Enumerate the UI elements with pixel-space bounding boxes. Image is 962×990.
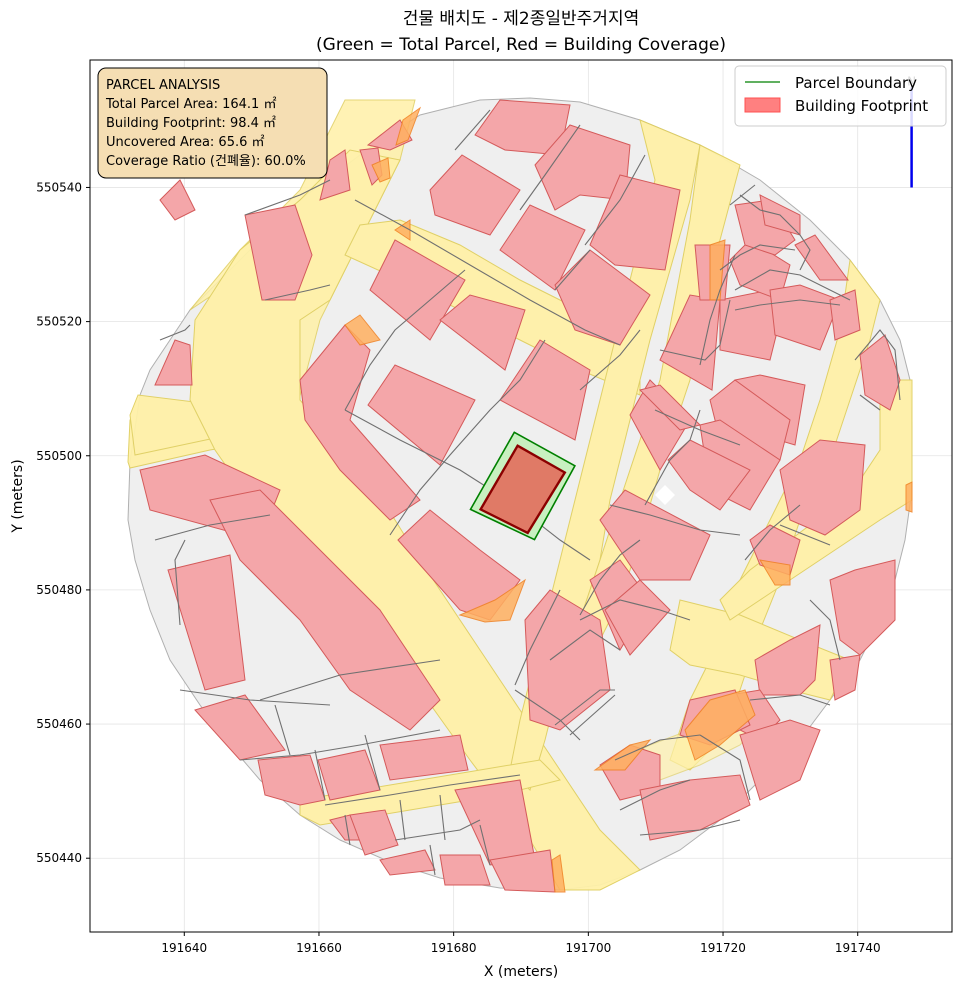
x-tick-label: 191680 [431, 941, 477, 955]
x-axis-ticks: 191640 191660 191680 191700 191720 191740 [161, 932, 881, 955]
title-line-2: (Green = Total Parcel, Red = Building Co… [316, 35, 726, 55]
y-tick-label: 550540 [36, 180, 82, 194]
plot-area: N [90, 60, 952, 932]
info-footprint: Building Footprint: 98.4 ㎡ [106, 116, 276, 131]
y-tick-label: 550460 [36, 717, 82, 731]
y-tick-label: 550500 [36, 449, 82, 463]
x-tick-label: 191700 [565, 941, 611, 955]
x-tick-label: 191720 [700, 941, 746, 955]
y-tick-label: 550520 [36, 315, 82, 329]
void-area [655, 485, 675, 505]
info-coverage: Coverage Ratio (건폐율): 60.0% [106, 154, 306, 169]
info-heading: PARCEL ANALYSIS [106, 78, 220, 93]
x-tick-label: 191740 [835, 941, 881, 955]
y-tick-label: 550480 [36, 583, 82, 597]
y-tick-label: 550440 [36, 851, 82, 865]
legend-building-label: Building Footprint [795, 97, 928, 115]
axes-frame [89, 59, 953, 933]
legend-parcel-label: Parcel Boundary [795, 74, 917, 92]
overlap-areas [344, 106, 913, 893]
x-tick-label: 191660 [296, 941, 342, 955]
parcel-lines [154, 109, 901, 876]
title-line-1: 건물 배치도 - 제2종일반주거지역 [403, 9, 639, 29]
x-axis-label: X (meters) [484, 964, 558, 980]
legend-building-swatch [744, 97, 781, 113]
x-tick-label: 191640 [161, 941, 207, 955]
info-uncovered: Uncovered Area: 65.6 ㎡ [106, 135, 265, 150]
y-axis-label: Y (meters) [10, 459, 26, 533]
y-axis-ticks: 550440 550460 550480 550500 550520 550540 [36, 180, 90, 865]
target-building-footprint[interactable] [478, 444, 567, 535]
parcel-analysis-box: PARCEL ANALYSIS Total Parcel Area: 164.1… [97, 67, 328, 179]
info-total-area: Total Parcel Area: 164.1 ㎡ [105, 97, 276, 112]
legend: Parcel Boundary Building Footprint [734, 65, 947, 127]
